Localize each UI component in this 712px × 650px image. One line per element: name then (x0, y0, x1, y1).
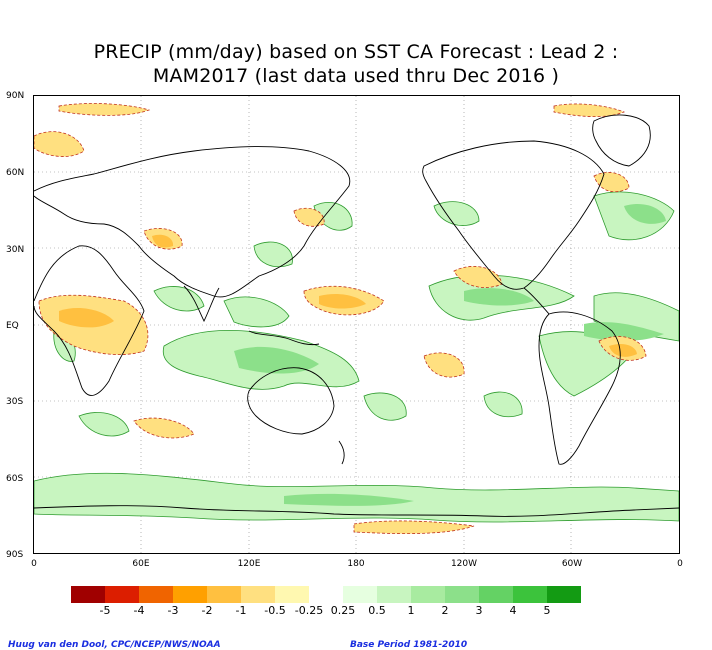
wet-anomaly-cores (234, 203, 666, 506)
colorbar-label: -2 (201, 604, 213, 617)
lat-label-60n: 60N (6, 168, 25, 178)
colorbar-label: 0.25 (330, 604, 356, 617)
north-america-outline (422, 140, 605, 290)
colorbar-swatch-15 (547, 586, 581, 603)
lon-label-180: 180 (347, 559, 365, 569)
colorbar-swatch-11 (411, 586, 445, 603)
author-credit: Huug van den Dool, CPC/NCEP/NWS/NOAA (8, 640, 221, 650)
colorbar-swatch-2 (105, 586, 139, 603)
colorbar-label: 0.5 (368, 604, 386, 617)
map-title-line-1: PRECIP (mm/day) based on SST CA Forecast… (93, 41, 619, 63)
new-zealand-outline (338, 440, 345, 465)
greenland-outline (592, 114, 651, 167)
lon-label-120e: 120E (237, 559, 261, 569)
antarctica-outline (34, 505, 679, 517)
colorbar-swatch-7 (275, 586, 309, 603)
lat-label-60s: 60S (6, 474, 24, 484)
colorbar-swatch-10 (377, 586, 411, 603)
australia-outline (247, 367, 335, 435)
lat-label-30n: 30N (6, 245, 25, 255)
colorbar-swatch-8 (309, 586, 343, 603)
lon-label-0-east: 0 (677, 559, 683, 569)
colorbar-label: -4 (133, 604, 145, 617)
colorbar-label: 5 (543, 604, 551, 617)
colorbar-label: 2 (441, 604, 449, 617)
colorbar-label: 3 (475, 604, 483, 617)
central-america-outline (523, 287, 550, 315)
lat-label-90n: 90N (6, 91, 25, 101)
colorbar-swatch-13 (479, 586, 513, 603)
colorbar-swatch-4 (173, 586, 207, 603)
south-america-outline (538, 311, 621, 465)
dry-anomaly-cores (59, 234, 637, 357)
coastlines (34, 114, 679, 517)
lat-label-eq: EQ (6, 321, 19, 331)
colorbar-label: -3 (167, 604, 179, 617)
lat-label-90s: 90S (6, 550, 24, 560)
eurasia-outline (34, 146, 351, 298)
lon-label-0: 0 (31, 559, 37, 569)
indonesia-outline (248, 330, 320, 346)
colorbar-swatch-5 (207, 586, 241, 603)
colorbar-swatch-9 (343, 586, 377, 603)
lon-label-60w: 60W (561, 559, 583, 569)
colorbar-swatch-12 (445, 586, 479, 603)
colorbar-swatch-1 (71, 586, 105, 603)
map-canvas (34, 96, 679, 553)
precip-anomaly-map (33, 95, 680, 554)
colorbar-swatch-3 (139, 586, 173, 603)
colorbar-label: 1 (407, 604, 415, 617)
dry-anomaly-regions (34, 103, 647, 535)
africa-outline (34, 245, 145, 396)
lon-label-60e: 60E (132, 559, 150, 569)
colorbar-swatch-14 (513, 586, 547, 603)
wet-anomaly-regions (34, 191, 679, 523)
colorbar-swatch-6 (241, 586, 275, 603)
colorbar-label: -0.5 (264, 604, 286, 617)
india-outline (183, 285, 220, 323)
lat-label-30s: 30S (6, 397, 24, 407)
lon-label-120w: 120W (450, 559, 478, 569)
colorbar-label: 4 (509, 604, 517, 617)
colorbar-label: -1 (235, 604, 247, 617)
map-title-line-2: MAM2017 (last data used thru Dec 2016 ) (152, 65, 560, 87)
base-period-note: Base Period 1981-2010 (350, 640, 468, 650)
colorbar-label: -0.25 (294, 604, 324, 617)
colorbar-label: -5 (99, 604, 111, 617)
